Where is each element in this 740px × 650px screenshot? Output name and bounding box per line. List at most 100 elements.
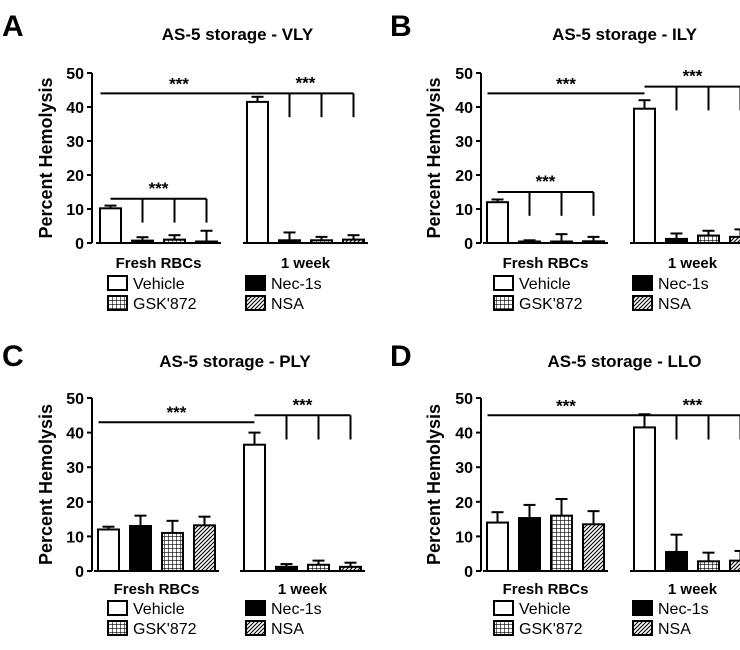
panel-letter: B: [390, 10, 412, 43]
y-tick-label: 20: [455, 168, 473, 185]
legend-label: Vehicle: [133, 601, 185, 618]
y-axis-label: Percent Hemolysis: [424, 77, 444, 238]
chart-title: AS-5 storage - ILY: [552, 25, 698, 44]
bar-white: [97, 528, 120, 572]
legend-label: Nec-1s: [271, 601, 322, 618]
significance-label: ***: [683, 395, 703, 414]
y-tick-label: 0: [464, 236, 473, 253]
y-axis-label: Percent Hemolysis: [36, 404, 56, 565]
y-tick-label: 10: [66, 202, 84, 219]
bar-grid: [697, 234, 720, 245]
legend-swatch-black: [245, 600, 266, 616]
panel-letter: C: [2, 340, 24, 373]
significance-label: ***: [293, 395, 313, 414]
chart-title: AS-5 storage - VLY: [162, 25, 314, 44]
y-tick-label: 10: [455, 529, 473, 546]
bar-black: [129, 525, 152, 573]
significance-label: ***: [149, 179, 169, 198]
y-tick-label: 50: [66, 66, 84, 83]
y-tick-label: 40: [455, 100, 473, 117]
y-axis-label: Percent Hemolysis: [424, 404, 444, 565]
legend-label: GSK'872: [133, 296, 197, 313]
group-label: 1 week: [278, 581, 328, 598]
legend-swatch-white: [107, 600, 128, 616]
significance-label: ***: [167, 403, 187, 422]
legend-label: NSA: [271, 621, 304, 638]
group-label: Fresh RBCs: [116, 255, 202, 272]
y-tick-label: 20: [455, 495, 473, 512]
group-label: 1 week: [668, 581, 718, 598]
y-tick-label: 40: [66, 426, 84, 443]
chart-title: AS-5 storage - PLY: [159, 352, 311, 371]
bar-black: [665, 550, 688, 572]
y-tick-label: 20: [66, 495, 84, 512]
legend-swatch-black: [245, 275, 266, 291]
y-tick-label: 30: [455, 460, 473, 477]
significance-label: ***: [169, 74, 189, 93]
y-tick-label: 50: [455, 66, 473, 83]
y-axis-label: Percent Hemolysis: [36, 77, 56, 238]
legend-swatch-black: [632, 600, 653, 616]
panel-a: A AS-5 storage - VLY 0 10 20 30 40 50 Percent He…: [2, 10, 368, 313]
legend-swatch-grid: [493, 620, 514, 636]
group-label: 1 week: [281, 255, 331, 272]
bar-hatch: [729, 559, 740, 572]
significance-label: ***: [683, 67, 703, 86]
legend-label: Vehicle: [519, 276, 571, 293]
y-tick-label: 30: [66, 460, 84, 477]
bar-black: [518, 517, 541, 573]
y-tick-label: 30: [66, 134, 84, 151]
legend-label: Vehicle: [133, 276, 185, 293]
legend-label: GSK'872: [519, 296, 583, 313]
bar-white: [246, 100, 269, 245]
group-label: 1 week: [668, 255, 718, 272]
panel-letter: A: [2, 10, 24, 43]
legend-label: NSA: [658, 296, 691, 313]
panel-letter: D: [390, 340, 412, 373]
y-tick-label: 0: [75, 564, 84, 581]
legend-label: NSA: [658, 621, 691, 638]
significance-label: ***: [556, 396, 576, 415]
legend-swatch-white: [493, 275, 514, 291]
bar-grid: [161, 531, 184, 573]
legend-swatch-white: [493, 600, 514, 616]
legend-label: NSA: [271, 296, 304, 313]
significance-label: ***: [536, 172, 556, 191]
legend-swatch-black: [632, 275, 653, 291]
significance-label: ***: [556, 74, 576, 93]
y-tick-label: 40: [455, 426, 473, 443]
legend-swatch-grid: [107, 295, 128, 311]
bar-grid: [550, 514, 573, 573]
legend-label: Nec-1s: [658, 601, 709, 618]
legend-swatch-hatch: [245, 620, 266, 636]
legend-label: Vehicle: [519, 601, 571, 618]
legend-swatch-hatch: [245, 295, 266, 311]
bar-white: [99, 207, 122, 245]
legend-label: GSK'872: [519, 621, 583, 638]
panel-d: D AS-5 storage - LLO 0 10 20 30 40 50 Percent He…: [390, 340, 740, 638]
bar-white: [633, 107, 656, 244]
y-tick-label: 20: [66, 168, 84, 185]
bar-grid: [697, 560, 720, 573]
y-tick-label: 40: [66, 100, 84, 117]
legend-swatch-hatch: [632, 620, 653, 636]
legend-label: Nec-1s: [271, 276, 322, 293]
y-tick-label: 50: [455, 391, 473, 408]
bar-white: [633, 426, 656, 572]
legend-swatch-grid: [107, 620, 128, 636]
y-tick-label: 10: [66, 529, 84, 546]
group-label: Fresh RBCs: [503, 255, 589, 272]
bar-white: [486, 201, 509, 244]
bar-hatch: [729, 235, 740, 245]
panel-b: B AS-5 storage - ILY 0 10 20 30 40 50 Percent He…: [390, 10, 740, 313]
legend-label: GSK'872: [133, 621, 197, 638]
bar-white: [486, 521, 509, 572]
bar-hatch: [193, 524, 216, 573]
legend-swatch-hatch: [632, 295, 653, 311]
y-tick-label: 30: [455, 134, 473, 151]
significance-label: ***: [296, 73, 316, 92]
bar-white: [243, 443, 266, 572]
panel-c: C AS-5 storage - PLY 0 10 20 30 40 50 Percent He…: [2, 340, 365, 638]
